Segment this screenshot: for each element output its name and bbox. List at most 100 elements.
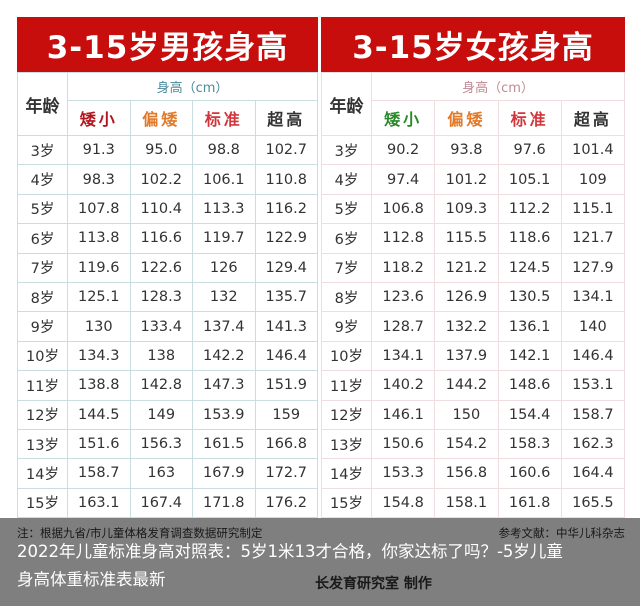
height-cell: 158.7 bbox=[560, 399, 626, 430]
category-header: 标准 bbox=[497, 100, 562, 136]
height-cell: 125.1 bbox=[67, 281, 131, 313]
table-row: 7岁 119.6 122.6 126 129.4 bbox=[17, 252, 318, 283]
age-cell: 7岁 bbox=[321, 252, 372, 283]
height-cell: 153.1 bbox=[560, 370, 626, 401]
height-cell: 141.3 bbox=[254, 311, 318, 342]
height-cell: 122.9 bbox=[254, 223, 318, 254]
height-cell: 129.4 bbox=[254, 252, 318, 283]
height-cell: 102.7 bbox=[254, 134, 318, 166]
table-row: 9岁 128.7 132.2 136.1 140 bbox=[321, 311, 626, 342]
table-row: 6岁 113.8 116.6 119.7 122.9 bbox=[17, 223, 318, 254]
table-row: 12岁 146.1 150 154.4 158.7 bbox=[321, 399, 626, 430]
height-cell: 121.7 bbox=[560, 223, 626, 254]
category-header: 矮小 bbox=[370, 100, 436, 136]
height-cell: 109 bbox=[560, 164, 626, 195]
height-cell: 159 bbox=[254, 399, 318, 430]
height-cell: 118.6 bbox=[497, 223, 562, 254]
category-header: 偏矮 bbox=[434, 100, 499, 136]
category-header: 矮小 bbox=[67, 100, 131, 136]
height-cell: 91.3 bbox=[67, 134, 131, 166]
male-title-banner: 3-15岁男孩身高 bbox=[17, 17, 318, 72]
height-cell: 144.2 bbox=[434, 370, 499, 401]
height-cell: 146.4 bbox=[254, 340, 318, 372]
height-cell: 158.3 bbox=[497, 428, 562, 460]
table-row: 9岁 130 133.4 137.4 141.3 bbox=[17, 311, 318, 342]
table-row: 15岁 163.1 167.4 171.8 176.2 bbox=[17, 487, 318, 519]
height-cell: 166.8 bbox=[254, 428, 318, 460]
age-cell: 5岁 bbox=[17, 193, 68, 225]
female-height-panel: 3-15岁女孩身高 年龄 身高（cm） 矮小 偏矮 标准 超高 3岁 90.2 93.8 9… bbox=[321, 17, 626, 519]
height-cell: 135.7 bbox=[254, 281, 318, 313]
height-cell: 107.8 bbox=[67, 193, 131, 225]
table-row: 3岁 90.2 93.8 97.6 101.4 bbox=[321, 134, 626, 166]
height-cell: 132 bbox=[192, 281, 256, 313]
height-cell: 149 bbox=[129, 399, 193, 430]
height-cell: 126 bbox=[192, 252, 256, 283]
height-cell: 112.8 bbox=[370, 223, 436, 254]
height-cell: 146.4 bbox=[560, 340, 626, 372]
height-cell: 98.8 bbox=[192, 134, 256, 166]
height-cell: 113.8 bbox=[67, 223, 131, 254]
table-row: 4岁 97.4 101.2 105.1 109 bbox=[321, 164, 626, 195]
height-cell: 151.6 bbox=[67, 428, 131, 460]
article-caption[interactable]: 2022年儿童标准身高对照表：5岁1米13才合格，你家达标了吗？-5岁儿童身高体… bbox=[17, 542, 563, 589]
height-cell: 163 bbox=[129, 458, 193, 489]
table-row: 6岁 112.8 115.5 118.6 121.7 bbox=[321, 223, 626, 254]
age-cell: 7岁 bbox=[17, 252, 68, 283]
male-height-table: 年龄 身高（cm） 矮小 偏矮 标准 超高 3岁 91.3 95.0 98.8 102.7 4岁… bbox=[17, 72, 318, 519]
height-cell: 109.3 bbox=[434, 193, 499, 225]
table-row: 14岁 153.3 156.8 160.6 164.4 bbox=[321, 458, 626, 489]
height-cell: 102.2 bbox=[129, 164, 193, 195]
age-cell: 8岁 bbox=[17, 281, 68, 313]
height-cell: 140.2 bbox=[370, 370, 436, 401]
height-cell: 116.6 bbox=[129, 223, 193, 254]
table-row: 14岁 158.7 163 167.9 172.7 bbox=[17, 458, 318, 489]
height-cell: 124.5 bbox=[497, 252, 562, 283]
height-cell: 106.1 bbox=[192, 164, 256, 195]
table-row: 13岁 151.6 156.3 161.5 166.8 bbox=[17, 428, 318, 460]
age-header: 年龄 bbox=[17, 72, 68, 136]
height-cell: 156.3 bbox=[129, 428, 193, 460]
height-cell: 160.6 bbox=[497, 458, 562, 489]
category-header: 超高 bbox=[560, 100, 626, 136]
age-cell: 5岁 bbox=[321, 193, 372, 225]
height-cell: 151.9 bbox=[254, 370, 318, 401]
age-header: 年龄 bbox=[321, 72, 372, 136]
male-height-panel: 3-15岁男孩身高 年龄 身高（cm） 矮小 偏矮 标准 超高 3岁 91.3 95.0 9… bbox=[17, 17, 318, 519]
table-row: 5岁 106.8 109.3 112.2 115.1 bbox=[321, 193, 626, 225]
height-cell: 121.2 bbox=[434, 252, 499, 283]
height-cell: 154.2 bbox=[434, 428, 499, 460]
height-cell: 134.3 bbox=[67, 340, 131, 372]
age-cell: 6岁 bbox=[321, 223, 372, 254]
category-header: 偏矮 bbox=[129, 100, 193, 136]
height-cell: 154.4 bbox=[497, 399, 562, 430]
height-cell: 176.2 bbox=[254, 487, 318, 519]
height-cell: 154.8 bbox=[370, 487, 436, 519]
table-body: 3岁 90.2 93.8 97.6 101.4 4岁 97.4 101.2 105.1 109 5岁… bbox=[321, 134, 626, 519]
height-cell: 138.8 bbox=[67, 370, 131, 401]
age-cell: 13岁 bbox=[17, 428, 68, 460]
height-cell: 142.1 bbox=[497, 340, 562, 372]
female-height-table: 年龄 身高（cm） 矮小 偏矮 标准 超高 3岁 90.2 93.8 97.6 101.4 4岁… bbox=[321, 72, 626, 519]
height-cell: 101.2 bbox=[434, 164, 499, 195]
caption-overlay: 注：根据九省/市儿童体格发育调查数据研究制定 参考文献：中华儿科杂志 长发育研究… bbox=[0, 518, 640, 606]
height-cell: 161.8 bbox=[497, 487, 562, 519]
height-cell: 123.6 bbox=[370, 281, 436, 313]
height-cell: 158.1 bbox=[434, 487, 499, 519]
height-cell: 110.4 bbox=[129, 193, 193, 225]
age-cell: 4岁 bbox=[321, 164, 372, 195]
category-header-row: 矮小 偏矮 标准 超高 bbox=[18, 100, 318, 136]
table-row: 12岁 144.5 149 153.9 159 bbox=[17, 399, 318, 430]
height-cell: 110.8 bbox=[254, 164, 318, 195]
age-cell: 9岁 bbox=[321, 311, 372, 342]
height-cell: 112.2 bbox=[497, 193, 562, 225]
age-cell: 13岁 bbox=[321, 428, 372, 460]
height-cell: 97.6 bbox=[497, 134, 562, 166]
age-cell: 15岁 bbox=[17, 487, 68, 519]
height-cell: 164.4 bbox=[560, 458, 626, 489]
category-header: 超高 bbox=[254, 100, 318, 136]
height-cell: 119.7 bbox=[192, 223, 256, 254]
age-cell: 11岁 bbox=[17, 370, 68, 401]
table-row: 4岁 98.3 102.2 106.1 110.8 bbox=[17, 164, 318, 195]
table-row: 5岁 107.8 110.4 113.3 116.2 bbox=[17, 193, 318, 225]
